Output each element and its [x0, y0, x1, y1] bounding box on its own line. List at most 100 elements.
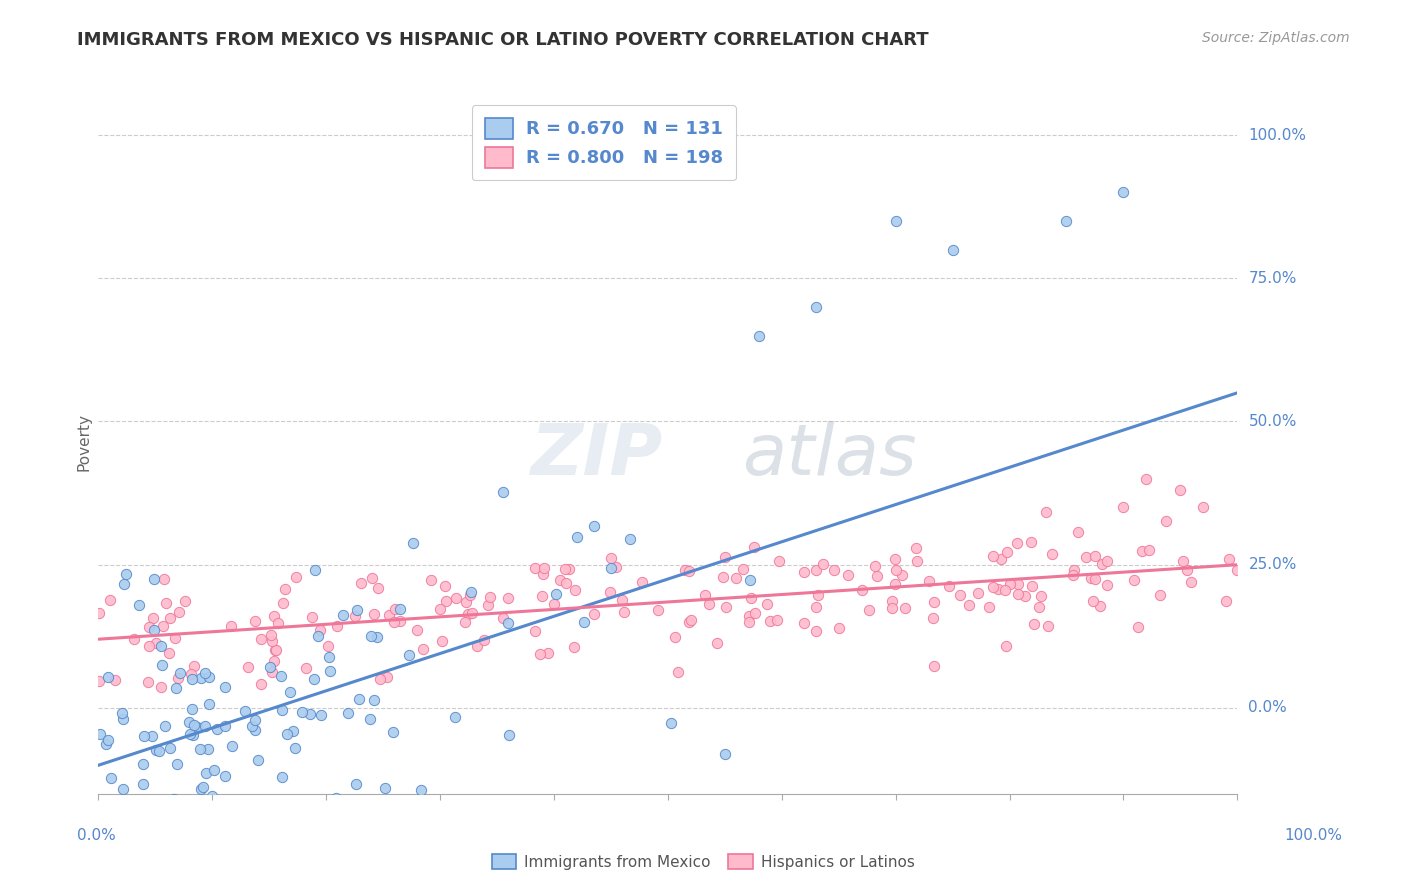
Point [673, 564, 696, 578]
Text: 100.0%: 100.0% [1285, 828, 1343, 843]
Point [294, 661, 316, 675]
Point [307, 628, 329, 642]
Point [247, 752, 270, 766]
Point [851, 583, 873, 598]
Point [554, 562, 576, 576]
Point [457, 607, 479, 622]
Point [363, 607, 385, 622]
Point [127, 838, 149, 853]
Point [807, 589, 830, 603]
Point [1088, 599, 1111, 613]
Point [529, 647, 551, 661]
Point [141, 729, 163, 743]
Point [377, 607, 399, 622]
Point [1042, 547, 1064, 561]
Point [412, 641, 434, 656]
Point [264, 642, 287, 657]
Point [159, 741, 181, 756]
Point [740, 573, 762, 587]
Point [389, 614, 412, 628]
Point [344, 777, 367, 791]
Point [531, 590, 554, 604]
Point [738, 609, 761, 624]
Point [343, 608, 366, 623]
Point [748, 328, 770, 343]
Point [922, 611, 945, 625]
Point [347, 691, 370, 706]
Point [138, 640, 160, 654]
Point [190, 671, 212, 685]
Point [131, 868, 153, 882]
Point [87, 838, 110, 852]
Point [995, 545, 1018, 559]
Point [756, 597, 779, 611]
Point [202, 763, 225, 777]
Point [768, 554, 790, 568]
Point [740, 591, 762, 605]
Point [91, 815, 114, 830]
Point [429, 601, 451, 615]
Point [1154, 514, 1177, 528]
Point [250, 632, 273, 647]
Point [132, 756, 155, 771]
Point [1097, 554, 1119, 568]
Point [183, 717, 205, 731]
Point [388, 602, 411, 616]
Point [884, 214, 907, 228]
Point [179, 727, 201, 741]
Point [1080, 571, 1102, 585]
Point [190, 782, 212, 797]
Point [104, 673, 127, 687]
Point [128, 599, 150, 613]
Point [693, 588, 716, 602]
Text: IMMIGRANTS FROM MEXICO VS HISPANIC OR LATINO POVERTY CORRELATION CHART: IMMIGRANTS FROM MEXICO VS HISPANIC OR LA… [77, 31, 929, 49]
Point [271, 770, 294, 784]
Point [858, 603, 880, 617]
Point [98, 592, 121, 607]
Point [301, 609, 323, 624]
Point [492, 484, 515, 499]
Point [583, 519, 606, 533]
Point [298, 706, 321, 721]
Point [599, 561, 621, 575]
Point [523, 624, 546, 638]
Point [219, 619, 242, 633]
Point [605, 560, 627, 574]
Point [1021, 579, 1043, 593]
Point [186, 720, 208, 734]
Point [165, 681, 187, 696]
Point [409, 782, 432, 797]
Point [613, 605, 636, 619]
Point [679, 613, 702, 627]
Point [583, 607, 606, 621]
Point [555, 575, 578, 590]
Point [562, 640, 585, 655]
Point [145, 743, 167, 757]
Point [430, 634, 453, 648]
Text: Source: ZipAtlas.com: Source: ZipAtlas.com [1202, 31, 1350, 45]
Point [276, 726, 298, 740]
Text: 0.0%: 0.0% [1249, 700, 1286, 715]
Point [1074, 550, 1097, 565]
Point [183, 728, 205, 742]
Point [205, 723, 228, 737]
Text: 75.0%: 75.0% [1249, 271, 1296, 285]
Point [472, 633, 495, 648]
Point [224, 859, 246, 873]
Point [981, 580, 1004, 594]
Point [167, 671, 190, 685]
Point [136, 674, 159, 689]
Point [1084, 572, 1107, 586]
Point [183, 658, 205, 673]
Point [198, 697, 221, 711]
Point [367, 581, 389, 595]
Point [342, 851, 364, 865]
Point [148, 744, 170, 758]
Point [368, 672, 391, 686]
Point [243, 723, 266, 738]
Point [219, 830, 242, 844]
Point [564, 583, 586, 598]
Point [1091, 558, 1114, 572]
Point [738, 615, 761, 630]
Point [152, 838, 174, 852]
